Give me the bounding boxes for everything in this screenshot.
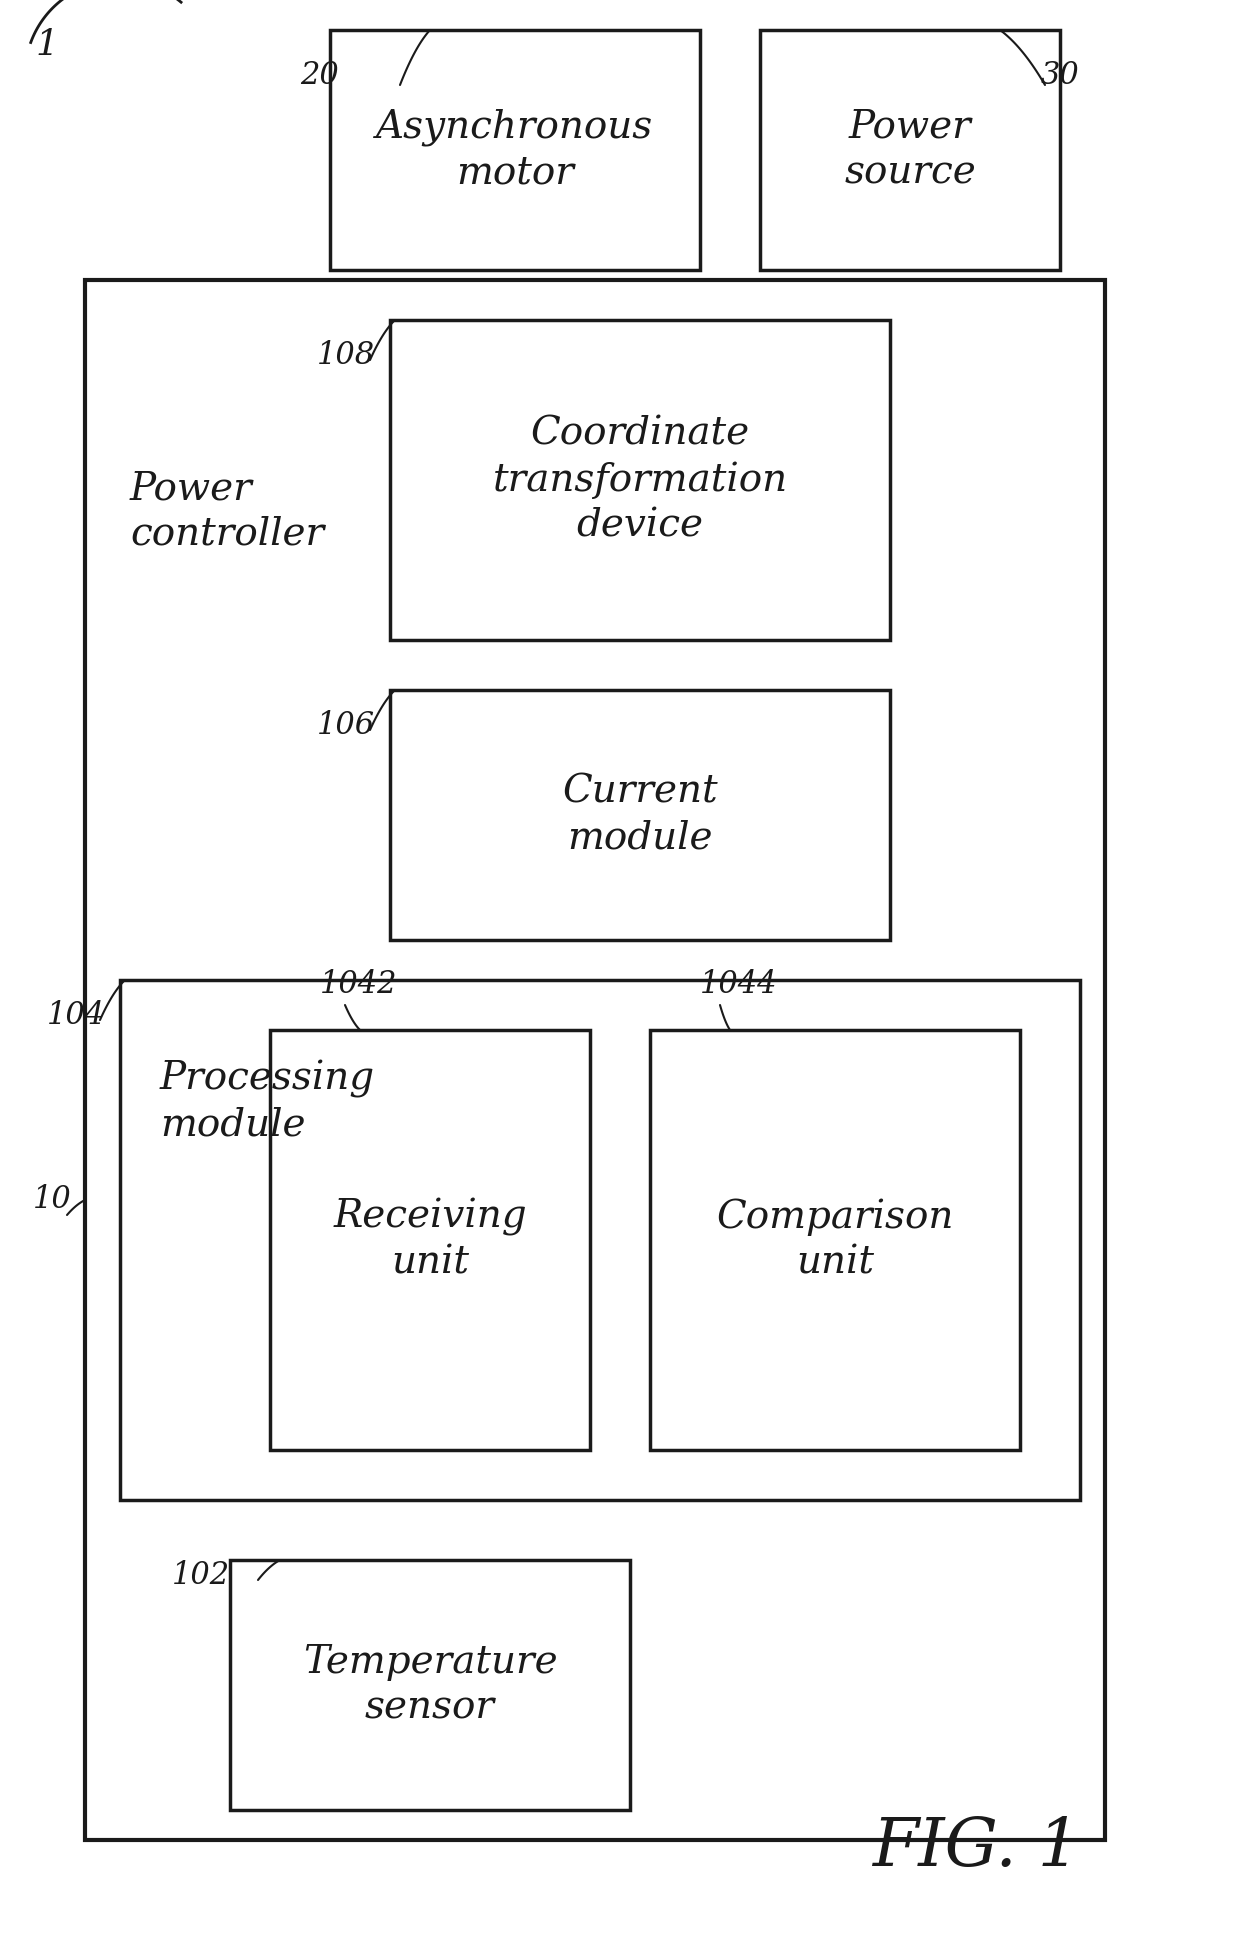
Text: 1044: 1044 bbox=[701, 968, 777, 999]
Text: 104: 104 bbox=[47, 999, 105, 1030]
Bar bbox=[120, 980, 1080, 1500]
Text: 108: 108 bbox=[317, 341, 374, 370]
Bar bbox=[229, 1560, 630, 1810]
Text: Coordinate
transformation
device: Coordinate transformation device bbox=[492, 415, 787, 545]
Text: Power
controller: Power controller bbox=[130, 469, 324, 553]
Bar bbox=[391, 690, 890, 941]
Bar bbox=[650, 1030, 1021, 1449]
Bar bbox=[760, 29, 1060, 271]
Text: 1: 1 bbox=[35, 27, 58, 62]
Text: 10: 10 bbox=[32, 1184, 72, 1216]
Text: 102: 102 bbox=[172, 1560, 229, 1592]
Text: Comparison
unit: Comparison unit bbox=[717, 1198, 954, 1282]
Text: Temperature
sensor: Temperature sensor bbox=[303, 1644, 557, 1726]
Bar bbox=[391, 319, 890, 641]
Bar bbox=[330, 29, 701, 271]
Text: 106: 106 bbox=[317, 709, 374, 740]
Text: Receiving
unit: Receiving unit bbox=[334, 1198, 527, 1282]
Text: 20: 20 bbox=[300, 60, 340, 92]
Text: Asynchronous
motor: Asynchronous motor bbox=[377, 109, 653, 191]
Text: Processing
module: Processing module bbox=[160, 1060, 376, 1143]
Bar bbox=[86, 281, 1105, 1841]
Text: FIG. 1: FIG. 1 bbox=[872, 1816, 1080, 1880]
Text: Power
source: Power source bbox=[844, 109, 976, 191]
Text: 1042: 1042 bbox=[320, 968, 398, 999]
Text: 30: 30 bbox=[1040, 60, 1079, 92]
Bar bbox=[270, 1030, 590, 1449]
Text: Current
module: Current module bbox=[562, 773, 718, 857]
